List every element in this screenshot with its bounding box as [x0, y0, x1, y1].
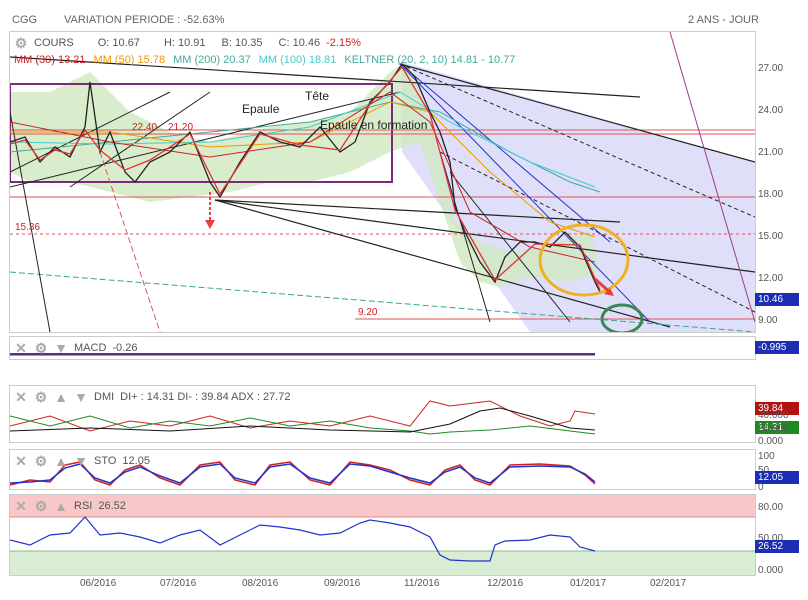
dmi-values: DI+ : 14.31 DI- : 39.84 ADX : 27.72: [120, 391, 291, 403]
gear-icon[interactable]: ⚙: [34, 498, 48, 514]
sto-chart: [10, 461, 596, 486]
macd-tag: -0.995: [755, 341, 799, 354]
x-axis-label: 01/2017: [570, 578, 607, 589]
x-axis-label: 11/2016: [404, 578, 440, 589]
sto-tag: 12.05: [755, 471, 799, 484]
ma-legend: MM (30) 13.21 MM (50) 15.78 MM (200) 20.…: [14, 54, 515, 66]
price-chart: [10, 32, 755, 332]
x-axis-label: 02/2017: [650, 578, 687, 589]
sto-pane[interactable]: ✕ ⚙ ▲ ▼ STO 12.05: [9, 449, 756, 490]
macd-value: -0.26: [112, 342, 138, 354]
period-selector[interactable]: 2 ANS - JOUR: [688, 14, 759, 26]
x-axis-label: 06/2016: [80, 578, 117, 589]
dmi-pane[interactable]: ✕ ⚙ ▲ ▼ DMI DI+ : 14.31 DI- : 39.84 ADX …: [9, 385, 756, 443]
consolidation-box: [10, 83, 393, 183]
rsi-tick: 0.000: [758, 565, 784, 576]
mm100-label: MM (100) 18.81: [258, 54, 337, 66]
price-tick: 21.00: [758, 147, 784, 158]
gear-icon[interactable]: ⚙: [34, 340, 48, 356]
dmi-legend: ✕ ⚙ ▲ ▼ DMI DI+ : 14.31 DI- : 39.84 ADX …: [14, 389, 290, 405]
symbol-label: CGG: [12, 14, 38, 26]
dmi-label: DMI: [94, 391, 115, 403]
close-icon[interactable]: ✕: [15, 340, 27, 356]
arrow-down-icon[interactable]: ▼: [74, 453, 88, 469]
sto-tick: 0: [758, 482, 764, 493]
rsi-tag: 26.52: [755, 540, 799, 553]
x-axis-label: 12/2016: [487, 578, 524, 589]
sto-tick: 50: [758, 465, 769, 476]
cours-label: COURS: [34, 37, 74, 49]
high-value: H: 10.91: [163, 37, 206, 49]
macd-legend: ✕ ⚙ ▼ MACD -0.26: [14, 340, 137, 356]
close-icon[interactable]: ✕: [15, 453, 27, 469]
mm30-line: [10, 91, 596, 263]
dmi-tick: 20.000: [758, 423, 789, 434]
mm200-label: MM (200) 20.37: [173, 54, 251, 66]
gear-icon[interactable]: ⚙: [14, 35, 28, 51]
rsi-value: 26.52: [98, 500, 126, 512]
arrow-up-icon[interactable]: ▲: [54, 498, 68, 514]
period-variation: VARIATION PERIODE : -52.63%: [64, 14, 225, 26]
price-legend: ⚙ COURS O: 10.67 H: 10.91 B: 10.35 C: 10…: [14, 35, 361, 51]
rsi-legend: ✕ ⚙ ▲ RSI 26.52: [14, 498, 126, 514]
mm100-line: [10, 91, 596, 188]
rsi-tick: 80.00: [758, 502, 784, 513]
price-tick: 24.00: [758, 105, 784, 116]
mm50-line: [10, 101, 596, 238]
price-tick: 12.00: [758, 273, 784, 284]
dmi-di-minus-tag: 39.84: [755, 402, 799, 415]
level-1536-label: 15.36: [15, 222, 41, 233]
current-price-tag: 10.46: [755, 293, 799, 306]
x-axis-label: 07/2016: [160, 578, 197, 589]
arrow-up-icon[interactable]: ▲: [54, 389, 68, 405]
price-tick: 18.00: [758, 189, 784, 200]
price-chart-pane[interactable]: ⚙ COURS O: 10.67 H: 10.91 B: 10.35 C: 10…: [9, 31, 756, 333]
sto-value: 12.05: [122, 455, 150, 467]
open-value: O: 10.67: [97, 37, 140, 49]
keltner-label: KELTNER (20, 2, 10) 14.81 - 10.77: [344, 54, 516, 66]
close-value: C: 10.46: [278, 37, 321, 49]
gear-icon[interactable]: ⚙: [34, 389, 48, 405]
level-2240-label: 22.40: [132, 122, 158, 133]
mm30-label: MM (30) 13.21: [14, 54, 86, 66]
close-icon[interactable]: ✕: [15, 389, 27, 405]
x-axis-label: 09/2016: [324, 578, 361, 589]
dmi-tick: 40.000: [758, 410, 789, 421]
price-tick: 15.00: [758, 231, 784, 242]
macd-pane[interactable]: ✕ ⚙ ▼ MACD -0.26: [9, 336, 756, 360]
rsi-label: RSI: [74, 500, 93, 512]
level-920-label: 9.20: [358, 307, 378, 318]
epaule-annotation: Epaule: [242, 102, 280, 116]
close-icon[interactable]: ✕: [15, 498, 27, 514]
price-tick: 27.00: [758, 63, 784, 74]
macd-label: MACD: [74, 342, 107, 354]
dmi-tick: 0.000: [758, 436, 784, 447]
sto-legend: ✕ ⚙ ▲ ▼ STO 12.05: [14, 453, 150, 469]
price-tick: 9.00: [758, 315, 778, 326]
sto-label: STO: [94, 455, 117, 467]
gear-icon[interactable]: ⚙: [34, 453, 48, 469]
x-axis-label: 08/2016: [242, 578, 279, 589]
dmi-di-plus-tag: 14.31: [755, 421, 799, 434]
rsi-tick: 50.00: [758, 533, 784, 544]
epaule-formation-annotation: Epaule en formation: [320, 118, 428, 132]
change-value: -2.15%: [326, 37, 361, 49]
keltner-band: [10, 62, 600, 287]
low-value: B: 10.35: [221, 37, 263, 49]
sto-tick: 100: [758, 451, 775, 462]
arrow-up-icon[interactable]: ▲: [54, 453, 68, 469]
mm50-label: MM (50) 15.78: [93, 54, 166, 66]
tete-annotation: Tête: [305, 89, 330, 103]
rsi-pane[interactable]: ✕ ⚙ ▲ RSI 26.52: [9, 494, 756, 576]
price-line: [10, 62, 601, 293]
arrow-down-icon[interactable]: ▼: [54, 340, 68, 356]
level-2120-label: 21.20: [168, 122, 194, 133]
dmi-chart: [10, 400, 596, 435]
macd-chart: [10, 353, 595, 356]
arrow-down-icon[interactable]: ▼: [74, 389, 88, 405]
rsi-chart: [10, 495, 755, 575]
